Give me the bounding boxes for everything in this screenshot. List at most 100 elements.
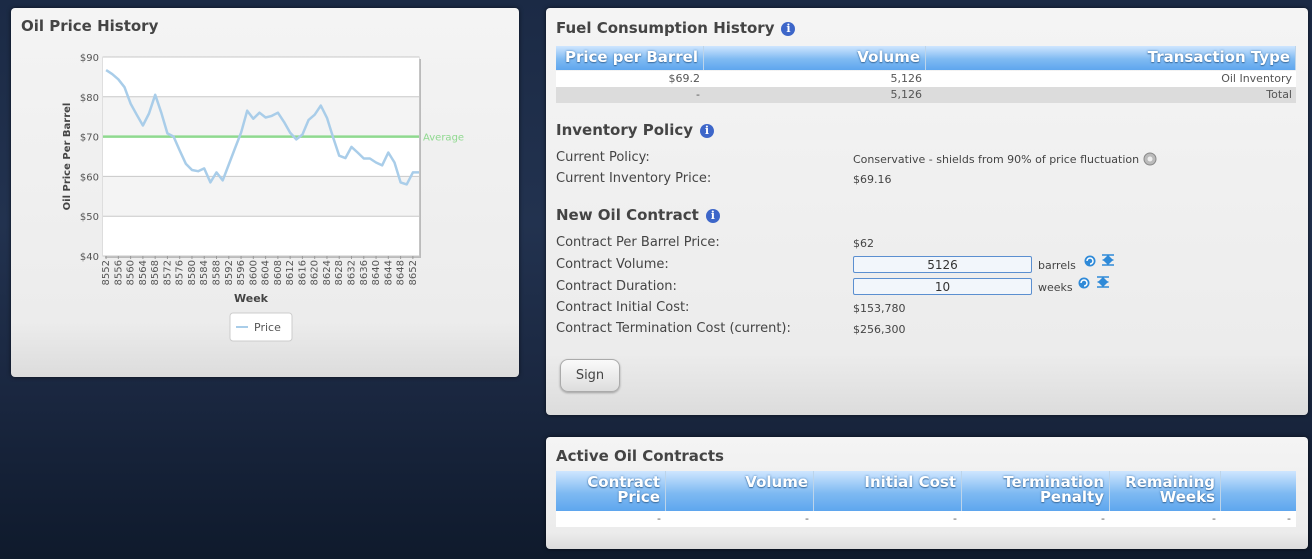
table-cell: - [1287, 512, 1291, 525]
plot-band [103, 57, 419, 97]
table-header: Price per Barrel Volume Transaction Type [556, 46, 1296, 70]
duration-input[interactable]: 10 [853, 278, 1032, 295]
x-tick-label: 8612 [285, 260, 296, 285]
x-tick-label: 8616 [297, 260, 308, 285]
table-cell: 5,126 [890, 72, 923, 85]
info-icon[interactable]: i [781, 22, 796, 36]
x-tick-label: 8640 [371, 260, 382, 285]
volume-input[interactable]: 5126 [853, 256, 1032, 273]
header-text: Volume [857, 48, 920, 66]
table-cell: - [1101, 512, 1105, 525]
sign-button[interactable]: Sign [560, 359, 620, 392]
x-tick-label: 8576 [175, 260, 186, 285]
x-tick-label: 8624 [322, 260, 333, 285]
section-title: Inventory Policy i [556, 121, 715, 139]
table-cell: - [805, 512, 809, 525]
table-cell: - [657, 512, 661, 525]
field-label: Contract Initial Cost: [556, 300, 690, 315]
header-text: Initial Cost [864, 473, 956, 491]
field-label: Contract Duration: [556, 279, 677, 294]
reset-icon[interactable] [1083, 255, 1097, 267]
x-tick-label: 8628 [334, 260, 345, 285]
y-tick-label: $50 [80, 212, 99, 223]
table-row: $69.2 5,126 Oil Inventory [556, 71, 1296, 87]
info-icon[interactable]: i [705, 209, 720, 223]
fuel-panel: Fuel Consumption History i Price per Barr… [546, 8, 1308, 415]
max-icon[interactable] [1096, 276, 1110, 288]
plot-band [103, 176, 419, 217]
header-text: Price per Barrel [564, 48, 698, 66]
column-header: Volume [666, 471, 814, 511]
header-text: Volume [745, 473, 808, 491]
table-cell: $69.2 [668, 72, 701, 85]
y-tick-label: $60 [80, 172, 99, 183]
title-text: Fuel Consumption History [556, 19, 775, 37]
panel-title: Fuel Consumption History i [556, 19, 796, 37]
legend-label: Price [254, 321, 281, 334]
field-value: Conservative - shields from 90% of price… [853, 152, 1157, 166]
field-value: $69.16 [853, 173, 892, 186]
x-tick-label: 8568 [150, 260, 161, 285]
x-tick-label: 8600 [248, 260, 259, 285]
header-text: Transaction Type [1147, 48, 1290, 66]
plot-band [103, 136, 419, 177]
plot-band [103, 96, 419, 137]
y-tick-label: $70 [80, 133, 99, 144]
value-text: Conservative - shields from 90% of price… [853, 153, 1140, 166]
gear-icon[interactable] [1143, 152, 1157, 166]
title-text: Inventory Policy [556, 121, 694, 139]
x-tick-label: 8620 [310, 260, 321, 285]
column-header: Price per Barrel [556, 46, 704, 70]
table-cell: 5,126 [890, 88, 923, 101]
field-value: $153,780 [853, 302, 906, 315]
max-icon[interactable] [1101, 254, 1115, 266]
x-tick-label: 8592 [224, 260, 235, 285]
info-icon[interactable]: i [700, 124, 715, 138]
table-cell: - [953, 512, 957, 525]
x-tick-label: 8604 [261, 260, 272, 285]
table-row: ------ [556, 511, 1296, 527]
header-text: Contract Price [587, 473, 660, 506]
x-tick-label: 8644 [383, 260, 394, 285]
x-tick-label: 8572 [162, 260, 173, 285]
y-axis-title: Oil Price Per Barrel [62, 103, 73, 211]
field-value: $256,300 [853, 323, 906, 336]
field-label: Contract Per Barrel Price: [556, 235, 720, 250]
x-tick-label: 8608 [273, 260, 284, 285]
average-label: Average [423, 133, 464, 144]
title-text: New Oil Contract [556, 206, 699, 224]
x-tick-label: 8652 [408, 260, 419, 285]
x-tick-label: 8556 [113, 260, 124, 285]
y-tick-label: $40 [80, 252, 99, 263]
price-line [105, 69, 419, 186]
column-header [1221, 471, 1296, 511]
x-tick-label: 8564 [138, 260, 149, 285]
column-header: Termination Penalty [962, 471, 1110, 511]
column-header: Volume [704, 46, 926, 70]
x-tick-label: 8588 [212, 260, 223, 285]
field-label: Current Policy: [556, 150, 650, 165]
panel-title: Oil Price History [21, 17, 159, 35]
header-text: Remaining Weeks [1125, 473, 1215, 506]
reset-icon[interactable] [1077, 277, 1091, 289]
table-cell: Total [1266, 88, 1292, 101]
x-tick-label: 8648 [396, 260, 407, 285]
y-tick-label: $80 [80, 93, 99, 104]
x-tick-label: 8584 [199, 260, 210, 285]
table-cell: Oil Inventory [1221, 72, 1292, 85]
section-title: New Oil Contract i [556, 206, 720, 224]
oil-price-panel: Oil Price History $40 $50 $60 $70 $80 $90 8552… [11, 8, 519, 377]
field-label: Contract Termination Cost (current): [556, 321, 791, 336]
column-header: Initial Cost [814, 471, 962, 511]
header-text: Termination Penalty [1003, 473, 1104, 506]
y-tick-label: $90 [80, 53, 99, 64]
active-contracts-panel: Active Oil Contracts Contract Price Volum… [546, 437, 1308, 549]
x-tick-label: 8552 [101, 260, 112, 285]
x-tick-label: 8580 [187, 260, 198, 285]
field-label: Current Inventory Price: [556, 171, 712, 186]
table-cell: - [696, 88, 700, 101]
field-value: $62 [853, 237, 874, 250]
panel-title: Active Oil Contracts [556, 447, 724, 465]
